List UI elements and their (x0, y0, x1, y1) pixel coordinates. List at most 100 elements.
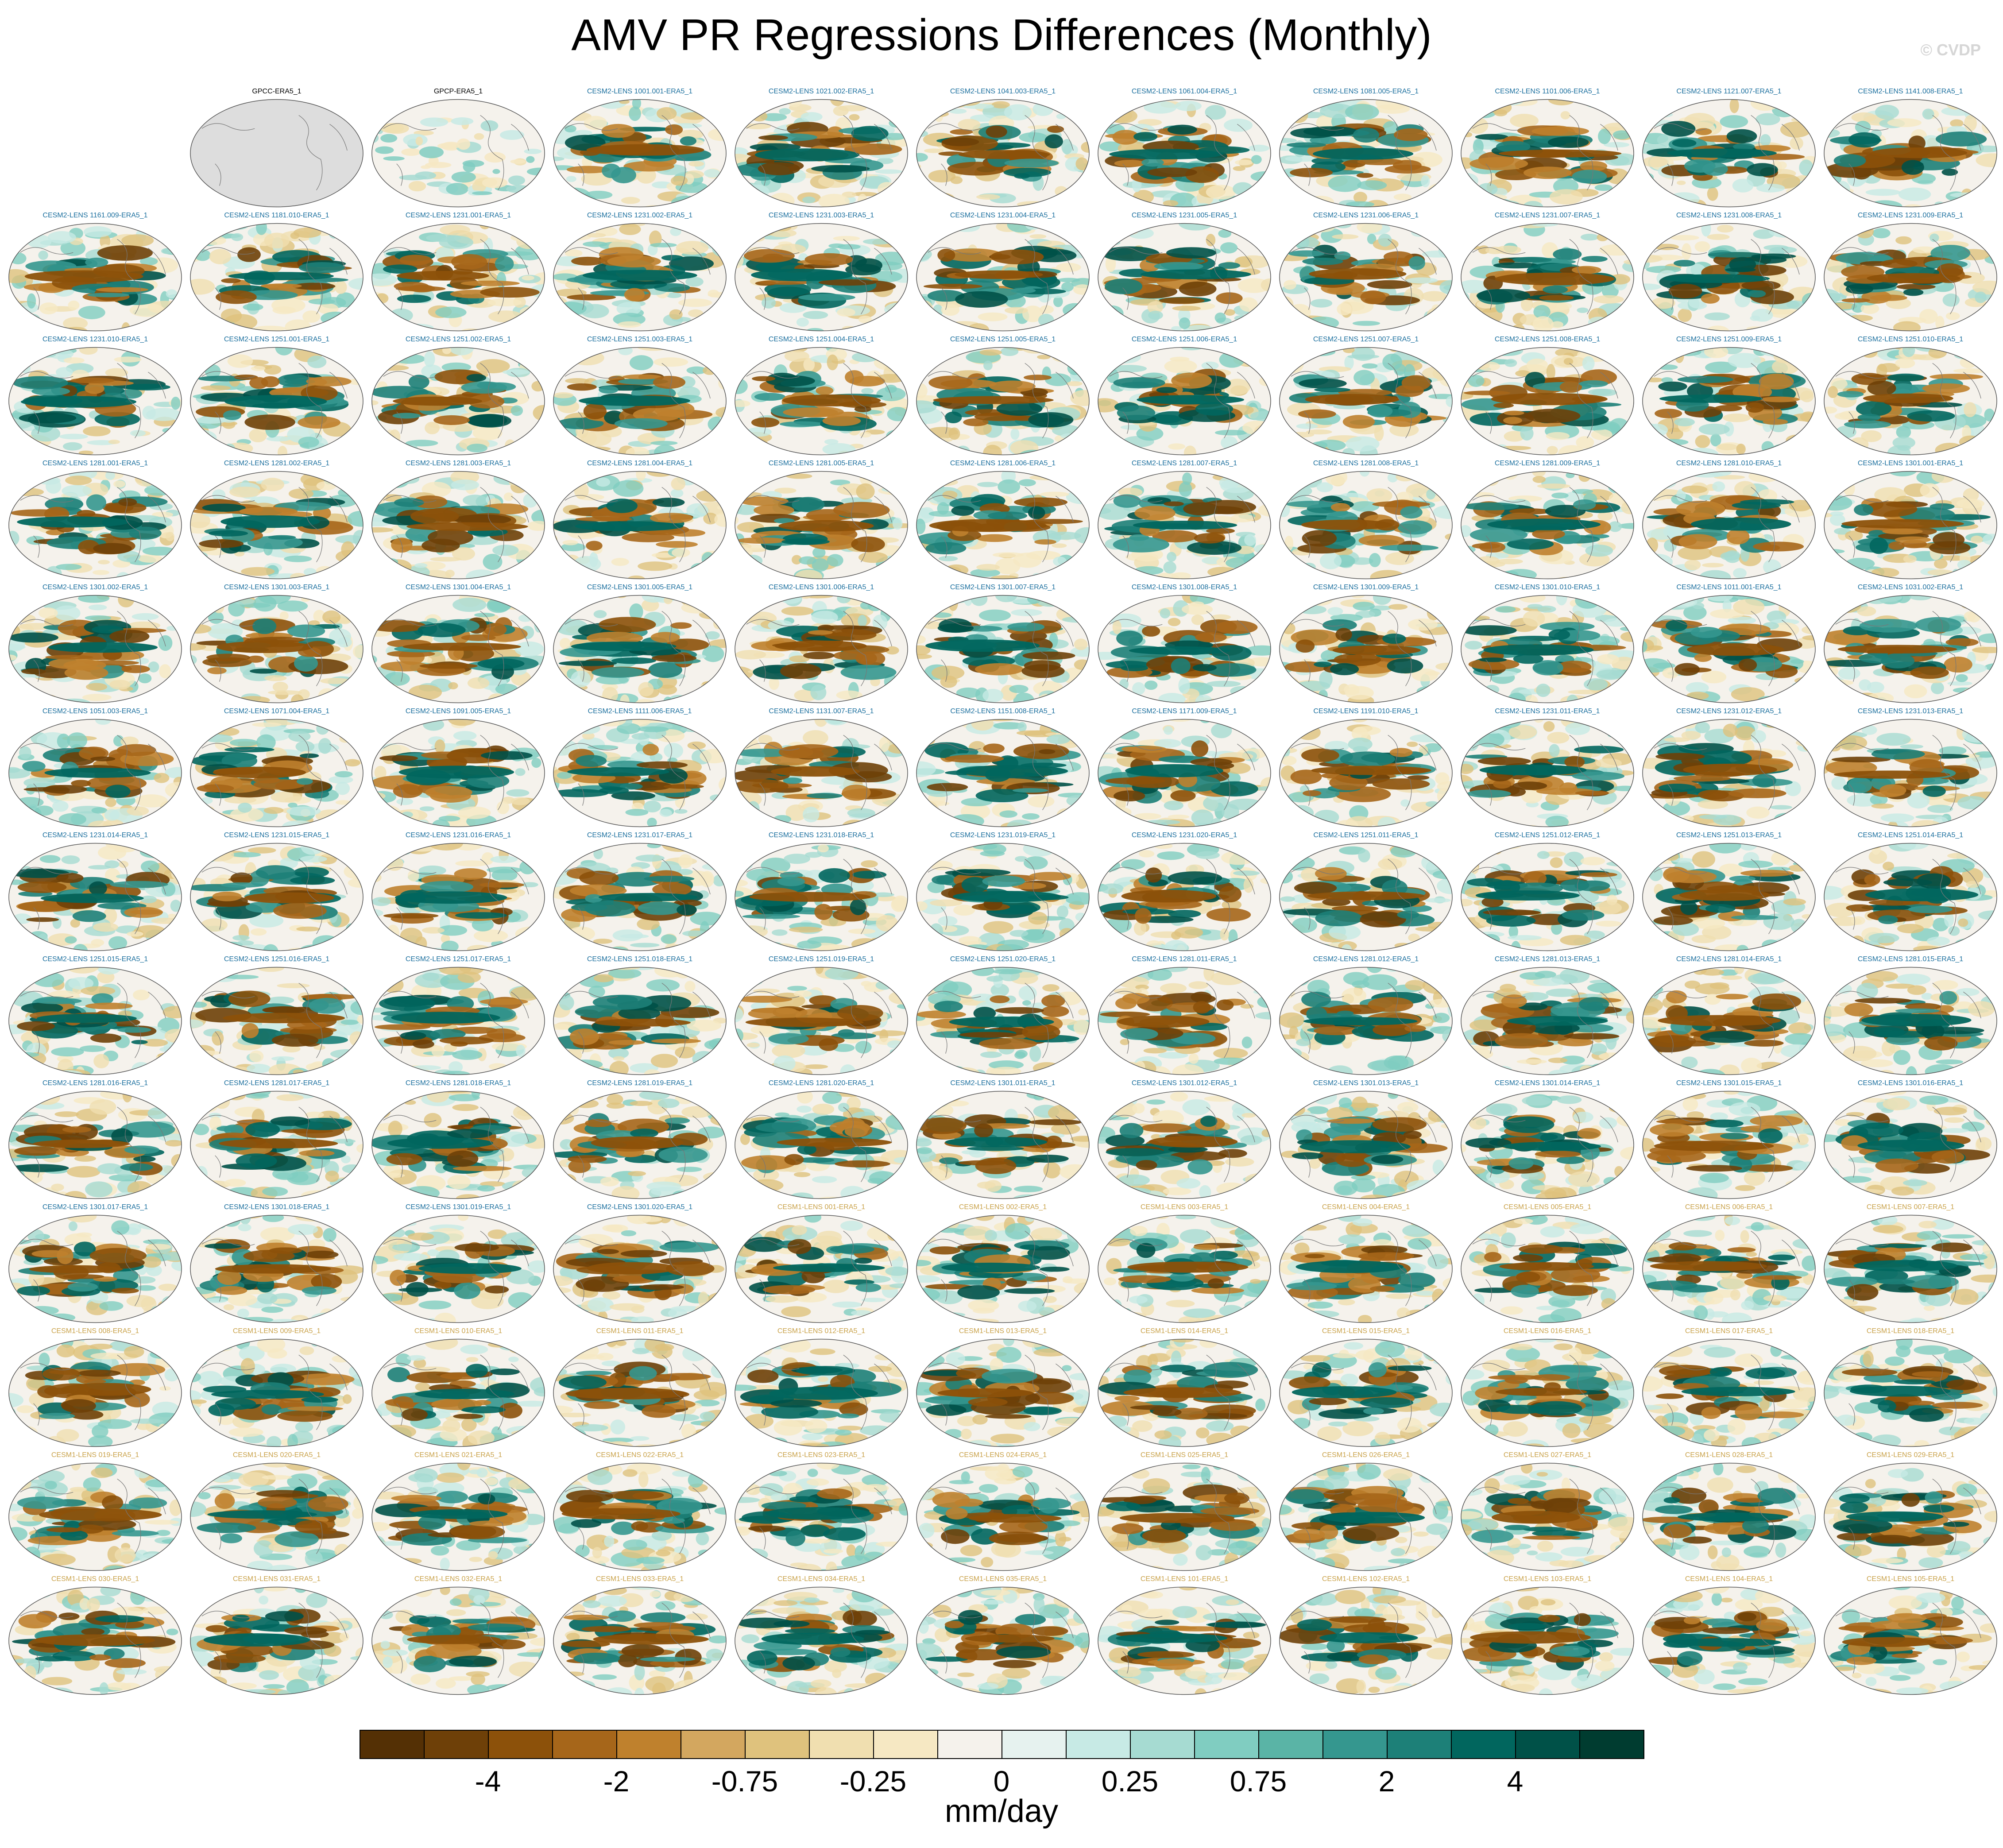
world-map (1642, 223, 1816, 332)
map-panel: CESM2-LENS 1231.012-ERA5_1 (1639, 707, 1819, 830)
map-panel-title: CESM2-LENS 1051.003-ERA5_1 (42, 707, 148, 715)
world-map (1824, 967, 1997, 1075)
world-map (1461, 595, 1634, 704)
map-panel-title: CESM2-LENS 1301.016-ERA5_1 (1857, 1079, 1964, 1087)
map-panel-title: CESM1-LENS 028-ERA5_1 (1685, 1451, 1773, 1459)
map-panel-title: CESM2-LENS 1281.019-ERA5_1 (587, 1079, 693, 1087)
map-panel-title: CESM2-LENS 1251.005-ERA5_1 (950, 336, 1056, 343)
map-panel-title: CESM1-LENS 012-ERA5_1 (777, 1327, 866, 1335)
map-panel-title: CESM2-LENS 1301.010-ERA5_1 (1494, 584, 1601, 591)
map-panel: CESM2-LENS 1301.003-ERA5_1 (187, 584, 367, 706)
world-map (1461, 843, 1634, 951)
map-panel-title: CESM2-LENS 1301.009-ERA5_1 (1313, 584, 1419, 591)
world-map (1461, 99, 1634, 208)
map-panel-title: CESM1-LENS 020-ERA5_1 (232, 1451, 321, 1459)
map-panel: CESM2-LENS 1111.006-ERA5_1 (550, 707, 730, 830)
map-panel-title: CESM2-LENS 1021.002-ERA5_1 (768, 88, 874, 95)
map-panel-title: CESM2-LENS 1281.011-ERA5_1 (1132, 955, 1237, 963)
map-panel-title: CESM2-LENS 1251.015-ERA5_1 (42, 955, 148, 963)
world-map (1098, 843, 1271, 951)
world-map (371, 967, 545, 1075)
map-panel: CESM1-LENS 028-ERA5_1 (1639, 1451, 1819, 1574)
map-panel: CESM1-LENS 102-ERA5_1 (1276, 1575, 1456, 1697)
map-panel: CESM2-LENS 1041.003-ERA5_1 (913, 88, 1093, 210)
world-map (8, 719, 182, 827)
map-panel: CESM2-LENS 1251.002-ERA5_1 (368, 336, 548, 458)
world-map (371, 99, 545, 208)
map-panel-title: CESM1-LENS 013-ERA5_1 (959, 1327, 1047, 1335)
map-panel-title: CESM1-LENS 034-ERA5_1 (777, 1575, 866, 1583)
map-panel-title: CESM1-LENS 019-ERA5_1 (51, 1451, 139, 1459)
map-panel-title: CESM1-LENS 001-ERA5_1 (777, 1203, 866, 1211)
map-panel-title: CESM2-LENS 1031.002-ERA5_1 (1857, 584, 1964, 591)
world-map (1098, 99, 1271, 208)
map-panel: CESM2-LENS 1301.016-ERA5_1 (1821, 1079, 2000, 1202)
map-panel: CESM2-LENS 1281.002-ERA5_1 (187, 460, 367, 582)
world-map (190, 1214, 363, 1323)
world-map (553, 1462, 727, 1571)
map-panel: CESM2-LENS 1051.003-ERA5_1 (5, 707, 185, 830)
world-map (8, 347, 182, 456)
world-map (1279, 347, 1453, 456)
world-map (190, 1338, 363, 1447)
world-map (190, 1090, 363, 1199)
world-map (916, 347, 1090, 456)
map-panel: CESM2-LENS 1281.003-ERA5_1 (368, 460, 548, 582)
world-map (1461, 1214, 1634, 1323)
map-panel: CESM1-LENS 010-ERA5_1 (368, 1327, 548, 1450)
world-map (1824, 595, 1997, 704)
world-map (735, 1214, 908, 1323)
world-map (735, 223, 908, 332)
world-map (1098, 1338, 1271, 1447)
world-map (916, 967, 1090, 1075)
world-map (190, 719, 363, 827)
world-map (1279, 719, 1453, 827)
map-panel-title: CESM2-LENS 1281.003-ERA5_1 (405, 460, 511, 467)
map-panel: CESM1-LENS 032-ERA5_1 (368, 1575, 548, 1697)
map-panel-title: CESM1-LENS 026-ERA5_1 (1322, 1451, 1410, 1459)
world-map (553, 1214, 727, 1323)
world-map (735, 967, 908, 1075)
world-map (1642, 1090, 1816, 1199)
map-panel: CESM2-LENS 1301.004-ERA5_1 (368, 584, 548, 706)
map-panel-title: CESM2-LENS 1301.015-ERA5_1 (1676, 1079, 1782, 1087)
world-map (371, 347, 545, 456)
map-panel: CESM2-LENS 1281.008-ERA5_1 (1276, 460, 1456, 582)
map-panel-title: CESM1-LENS 023-ERA5_1 (777, 1451, 866, 1459)
map-panel: CESM2-LENS 1231.006-ERA5_1 (1276, 212, 1456, 334)
world-map (371, 1586, 545, 1695)
map-panel: CESM1-LENS 027-ERA5_1 (1458, 1451, 1637, 1574)
map-panel: CESM2-LENS 1071.004-ERA5_1 (187, 707, 367, 830)
map-panel-title: CESM2-LENS 1251.019-ERA5_1 (768, 955, 874, 963)
world-map (1461, 471, 1634, 580)
map-panel-title: CESM2-LENS 1061.004-ERA5_1 (1131, 88, 1237, 95)
world-map (1642, 967, 1816, 1075)
map-panel: CESM2-LENS 1101.006-ERA5_1 (1458, 88, 1637, 210)
map-panel-title: CESM2-LENS 1231.009-ERA5_1 (1857, 212, 1964, 219)
map-panel: CESM2-LENS 1281.005-ERA5_1 (731, 460, 911, 582)
world-map (1279, 471, 1453, 580)
world-map (190, 1586, 363, 1695)
world-map (553, 347, 727, 456)
map-panel-title: CESM2-LENS 1281.004-ERA5_1 (587, 460, 693, 467)
world-map (553, 595, 727, 704)
map-panel: CESM2-LENS 1281.006-ERA5_1 (913, 460, 1093, 582)
map-panel: CESM2-LENS 1281.009-ERA5_1 (1458, 460, 1637, 582)
map-panel: CESM2-LENS 1251.017-ERA5_1 (368, 955, 548, 1078)
world-map (371, 471, 545, 580)
panel-grid: GPCC-ERA5_1 GPCP-ERA5_1 CESM2-LENS 1001.00… (5, 88, 2000, 1697)
world-map (190, 595, 363, 704)
map-panel-title: CESM2-LENS 1301.003-ERA5_1 (224, 584, 330, 591)
map-panel-title: CESM2-LENS 1141.008-ERA5_1 (1858, 88, 1963, 95)
colorbar-swatch (360, 1730, 425, 1759)
map-panel-title: CESM2-LENS 1251.011-ERA5_1 (1313, 831, 1419, 839)
map-panel-title: CESM2-LENS 1101.006-ERA5_1 (1495, 88, 1600, 95)
world-map (1279, 595, 1453, 704)
world-map (371, 1214, 545, 1323)
colorbar-units: mm/day (944, 1794, 1059, 1829)
map-panel: CESM2-LENS 1281.020-ERA5_1 (731, 1079, 911, 1202)
map-panel: CESM2-LENS 1301.011-ERA5_1 (913, 1079, 1093, 1202)
map-panel-title: CESM1-LENS 004-ERA5_1 (1322, 1203, 1410, 1211)
map-panel-title: CESM2-LENS 1191.010-ERA5_1 (1313, 707, 1419, 715)
map-panel-title: CESM1-LENS 010-ERA5_1 (414, 1327, 503, 1335)
